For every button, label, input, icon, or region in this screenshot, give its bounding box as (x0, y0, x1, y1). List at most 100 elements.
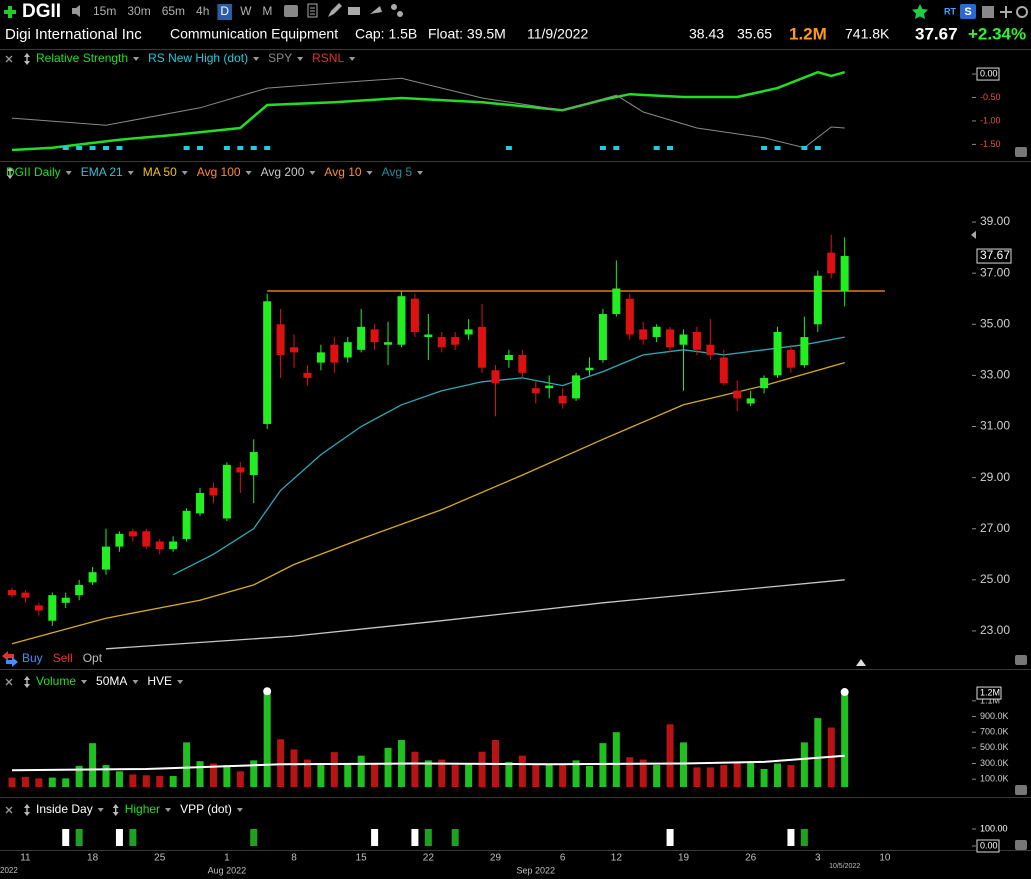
dropdown-arrow[interactable] (236, 808, 243, 812)
scroll-handle[interactable] (1015, 785, 1027, 795)
timeframe-button[interactable]: D (220, 4, 229, 18)
legend-item[interactable]: RS New High (dot) (148, 51, 248, 65)
candle-body (706, 344, 715, 355)
legend-item[interactable]: Relative Strength (36, 51, 128, 65)
legend-item[interactable]: Inside Day (36, 802, 93, 816)
close-button[interactable] (5, 806, 13, 814)
x-tick-label: 26 (745, 853, 757, 864)
volume-bar (720, 765, 728, 787)
dropdown-arrow[interactable] (97, 808, 104, 812)
trade-button[interactable]: Opt (83, 651, 103, 665)
volume-bar (48, 777, 56, 787)
y-tick-label: 29.00 (980, 470, 1010, 484)
legend-item[interactable]: Avg 10 (324, 165, 361, 179)
expand-arrow[interactable] (856, 659, 866, 666)
volume-bar (236, 771, 244, 787)
rs-new-high-dot (774, 146, 781, 150)
close-button[interactable] (5, 678, 13, 686)
candle-body (719, 357, 728, 384)
volume-bar (344, 763, 352, 787)
legend-item[interactable]: 50MA (96, 674, 127, 688)
dropdown-arrow[interactable] (177, 680, 184, 684)
tool-icon[interactable] (397, 11, 403, 17)
dropdown-arrow[interactable] (181, 171, 188, 175)
candle-body (800, 337, 809, 366)
dropdown-arrow[interactable] (297, 57, 304, 61)
move-icon[interactable] (1000, 6, 1012, 18)
tool-icon[interactable] (391, 4, 397, 10)
volume-bar (559, 765, 567, 787)
legend-item[interactable]: HVE (147, 674, 172, 688)
move-handle[interactable] (24, 53, 30, 65)
legend-item[interactable]: DGII Daily (6, 165, 61, 179)
legend-item[interactable]: Higher (125, 802, 160, 816)
legend-item[interactable]: Volume (36, 674, 76, 688)
close-button[interactable] (5, 55, 13, 63)
scroll-handle[interactable] (1015, 840, 1027, 850)
scroll-handle[interactable] (1015, 655, 1027, 665)
legend-item[interactable]: Avg 5 (382, 165, 413, 179)
tool-icon[interactable] (284, 5, 298, 17)
legend-item[interactable]: Avg 100 (197, 165, 241, 179)
dropdown-arrow[interactable] (349, 57, 356, 61)
tool-icon[interactable] (348, 7, 360, 15)
dropdown-arrow[interactable] (127, 171, 134, 175)
dropdown-arrow[interactable] (133, 57, 140, 61)
volume-bar (585, 765, 593, 787)
trade-button[interactable]: Sell (53, 651, 73, 665)
symbol[interactable]: DGII (22, 1, 61, 22)
tool-icon[interactable] (370, 6, 382, 14)
timeframe-button[interactable]: W (240, 4, 252, 18)
move-handle[interactable] (24, 676, 30, 688)
favorite-icon[interactable] (912, 4, 928, 19)
legend-item[interactable]: Avg 200 (261, 165, 305, 179)
candle-body (128, 531, 137, 537)
move-handle[interactable] (7, 167, 13, 179)
legend-item[interactable]: MA 50 (143, 165, 177, 179)
volume-bar (800, 742, 808, 787)
dropdown-arrow[interactable] (309, 171, 316, 175)
trade-button[interactable]: Buy (22, 651, 43, 665)
dropdown-arrow[interactable] (417, 171, 424, 175)
inside-day-bar (666, 829, 674, 846)
candle-body (639, 329, 648, 340)
tool-icon[interactable] (307, 3, 318, 18)
tool-icon[interactable] (328, 3, 342, 17)
volume-bar (599, 743, 607, 787)
timeframe-button[interactable]: 30m (127, 4, 150, 18)
dropdown-arrow[interactable] (245, 171, 252, 175)
add-icon[interactable] (4, 6, 16, 18)
volume-bar (411, 751, 419, 787)
timeframe-button[interactable]: 4h (196, 4, 209, 18)
legend-item[interactable]: SPY (268, 51, 292, 65)
move-handle[interactable] (24, 804, 30, 816)
candle-body (34, 605, 43, 611)
trade-icon[interactable] (2, 651, 14, 661)
window-icon[interactable] (982, 6, 994, 18)
timeframe-button[interactable]: 15m (93, 4, 116, 18)
realtime-label[interactable]: RT (944, 6, 956, 16)
settings-icon[interactable] (1016, 6, 1028, 18)
trade-icon[interactable] (6, 657, 18, 667)
dropdown-arrow[interactable] (132, 680, 139, 684)
legend-item[interactable]: RSNL (312, 51, 344, 65)
service-label[interactable]: S (964, 6, 971, 18)
timeframe-button[interactable]: 65m (162, 4, 185, 18)
volume-bar (102, 765, 110, 787)
volume-bar (424, 760, 432, 787)
speaker-icon[interactable] (72, 5, 80, 17)
candle-body (558, 395, 567, 404)
dropdown-arrow[interactable] (81, 680, 88, 684)
service-button[interactable] (960, 4, 976, 19)
spy-line (11, 77, 845, 149)
move-handle[interactable] (112, 804, 119, 816)
dropdown-arrow[interactable] (65, 171, 72, 175)
dropdown-arrow[interactable] (165, 808, 172, 812)
timeframe-button[interactable]: M (262, 4, 272, 18)
legend-item[interactable]: EMA 21 (81, 165, 123, 179)
legend-item[interactable]: VPP (dot) (180, 802, 232, 816)
volume-bar (693, 767, 701, 787)
dropdown-arrow[interactable] (366, 171, 373, 175)
scroll-handle[interactable] (1015, 147, 1027, 157)
dropdown-arrow[interactable] (253, 57, 260, 61)
